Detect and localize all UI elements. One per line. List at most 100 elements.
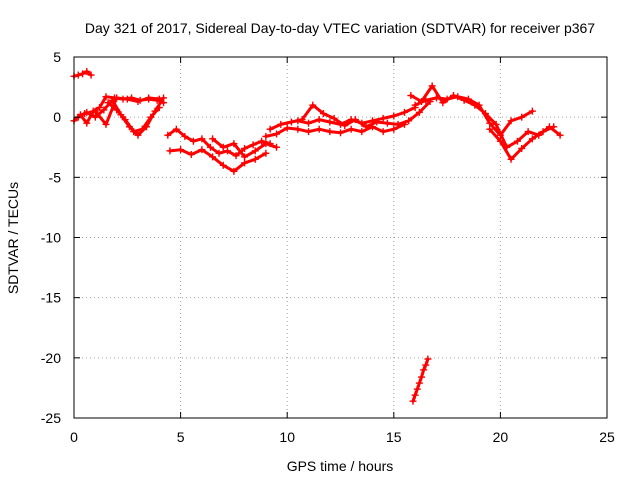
data-point-plus [215,149,223,157]
data-point-plus [432,94,440,102]
data-point-plus [443,95,451,103]
data-point-plus [556,131,564,139]
data-point-plus [518,113,526,121]
data-point-plus [439,99,447,107]
data-point-plus [337,120,344,128]
y-tick-label: 0 [53,109,61,125]
data-point-plus [83,67,91,75]
data-point-plus [113,106,121,114]
data-point-plus [96,104,104,112]
data-series [70,67,564,405]
data-point-plus [550,123,558,131]
series-arc-7 [166,146,270,175]
x-axis-label: GPS time / hours [287,458,394,474]
data-point-plus [315,116,323,124]
data-point-plus [507,117,515,125]
data-point-plus [492,120,500,128]
data-point-plus [330,114,338,122]
series-trace [168,148,268,173]
data-point-plus [230,167,238,175]
y-tick-label: -15 [41,290,61,306]
data-point-plus [189,137,197,145]
data-point-plus [411,391,419,399]
data-point-plus [405,117,413,125]
data-point-plus [383,119,391,127]
data-point-plus [147,113,155,121]
data-point-plus [209,153,217,161]
series-arc-6 [164,125,274,160]
y-axis-label: SDTVAR / TECUs [5,182,21,294]
data-point-plus [486,125,494,133]
data-point-plus [251,155,259,163]
data-point-plus [104,99,112,107]
data-point-plus [496,131,504,139]
data-point-plus [518,144,526,152]
data-point-plus [262,132,270,140]
data-point-plus [79,70,87,78]
data-point-plus [287,118,295,126]
data-point-plus [83,119,91,127]
data-point-plus [232,152,240,160]
data-point-plus [358,128,366,136]
data-point-plus [87,71,95,79]
data-point-plus [420,366,428,374]
data-point-plus [164,131,172,139]
data-point-plus [326,118,334,126]
data-point-plus [400,120,408,128]
data-point-plus [422,96,430,104]
data-point-plus [266,125,274,133]
data-point-plus [198,146,206,154]
data-point-plus [539,128,547,136]
data-point-plus [138,125,146,133]
data-point-plus [160,94,168,102]
data-point-plus [319,110,327,118]
data-point-plus [100,106,108,114]
data-point-plus [134,131,142,139]
data-point-plus [219,143,227,151]
data-point-plus [91,107,99,115]
data-point-plus [486,119,494,127]
data-point-plus [464,95,472,103]
data-point-plus [315,125,323,133]
data-point-plus [251,147,259,155]
data-point-plus [411,101,419,109]
data-point-plus [368,117,376,125]
data-point-plus [418,373,426,381]
x-tick-label: 10 [279,429,295,445]
y-tick-label: -25 [41,410,61,426]
y-tick-label: -10 [41,230,61,246]
data-point-plus [102,120,110,128]
data-point-plus [81,110,89,118]
data-point-plus [407,92,415,100]
x-tick-label: 25 [599,429,615,445]
data-point-plus [326,128,334,136]
data-point-plus [155,104,163,112]
data-point-plus [74,71,82,79]
data-point-plus [230,140,238,148]
data-point-plus [219,161,227,169]
data-point-plus [113,94,121,102]
data-point-plus [241,153,249,161]
data-point-plus [294,117,302,125]
series-trace [413,95,534,137]
data-point-plus [102,93,110,101]
data-point-plus [528,107,536,115]
series-arc-5 [81,94,163,128]
x-tick-label: 15 [386,429,402,445]
data-point-plus [262,140,270,148]
data-point-plus [475,101,483,109]
data-point-plus [155,95,163,103]
data-point-plus [91,113,99,121]
data-point-plus [166,147,174,155]
data-point-plus [454,93,462,101]
data-point-plus [294,125,302,133]
data-point-plus [379,114,387,122]
data-point-plus [145,94,153,102]
data-point-plus [428,82,436,90]
data-point-plus [415,108,423,116]
data-point-plus [309,101,317,109]
data-point-plus [424,355,432,363]
data-point-plus [496,137,504,145]
data-point-plus [283,124,291,132]
